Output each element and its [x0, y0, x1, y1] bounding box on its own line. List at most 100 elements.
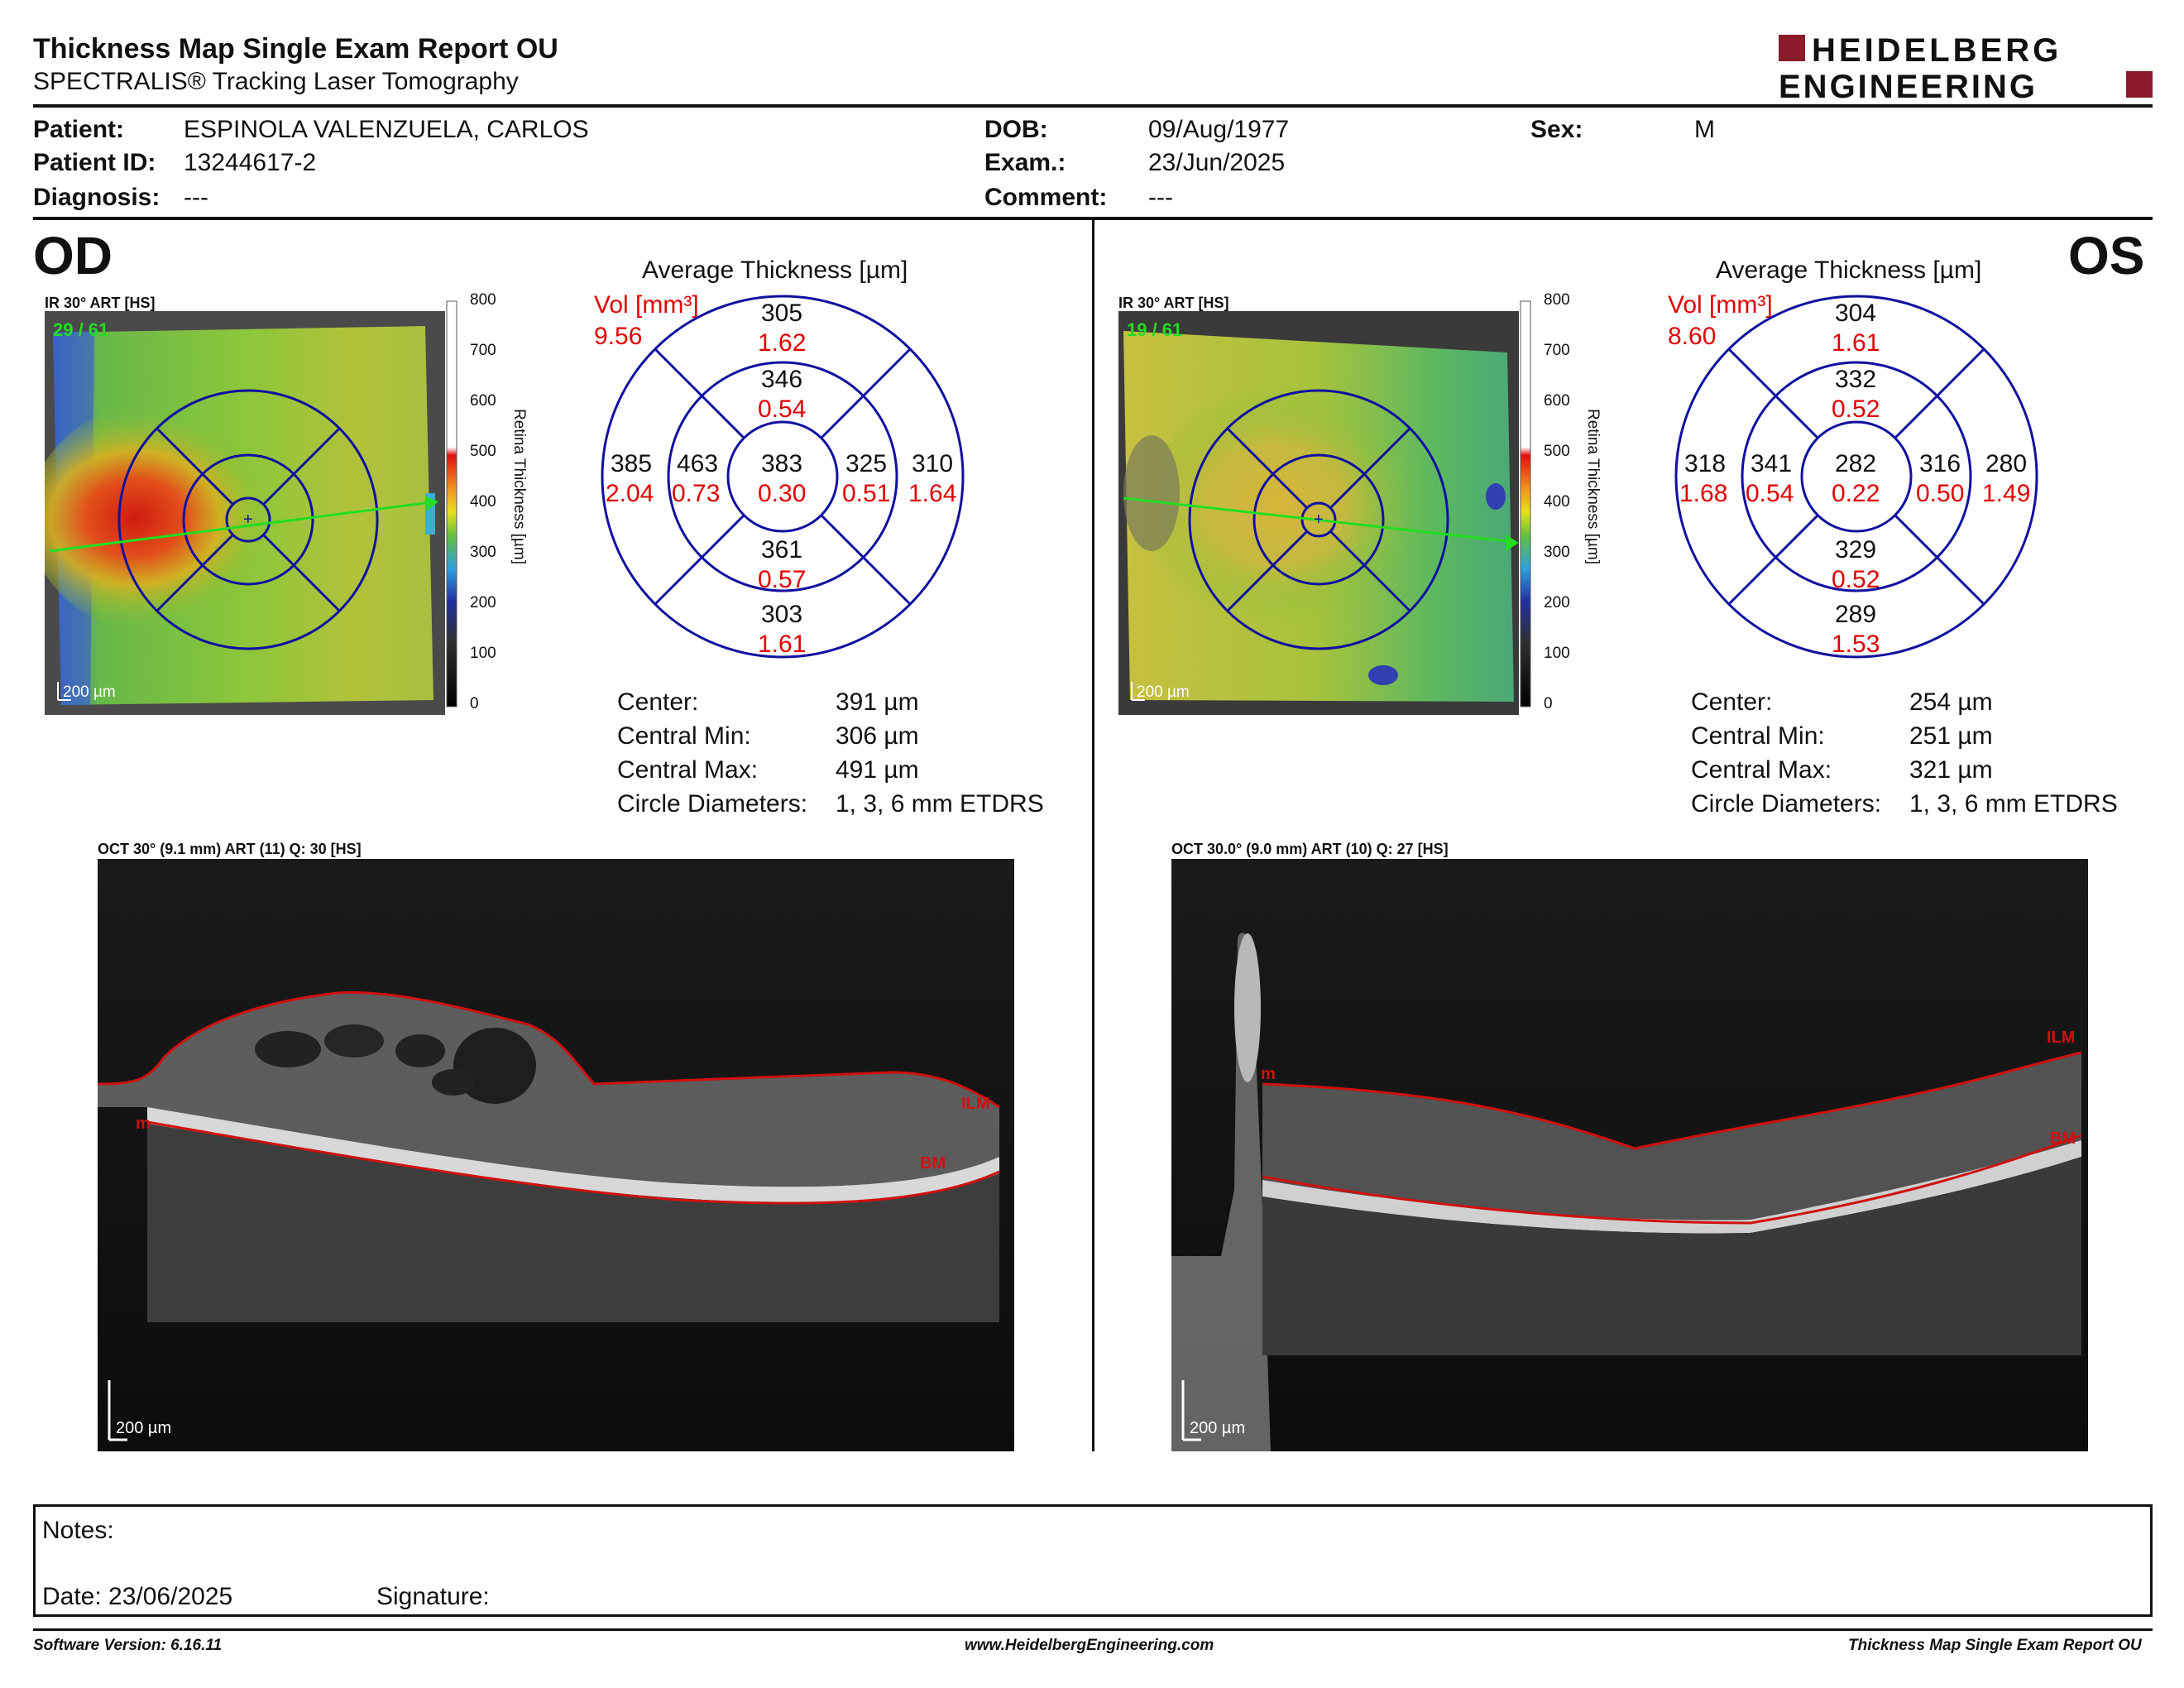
- os-ilm-label: ILM: [2047, 1029, 2075, 1047]
- os-thickness-map: 19 / 61 + 200 µm: [1118, 311, 1519, 715]
- dob-label: DOB:: [984, 116, 1048, 143]
- od-center-value: 391 µm: [836, 688, 919, 716]
- patient-id-value: 13244617-2: [184, 149, 317, 176]
- od-si-volume: 0.54: [758, 396, 807, 423]
- os-no-volume: 1.49: [1982, 480, 2031, 507]
- od-ir-overlay: 29 / 61: [53, 319, 108, 340]
- od-thickness-map: 29 / 61 + 200 µm: [45, 311, 445, 715]
- footer-software: Software Version: 6.16.11: [33, 1637, 223, 1654]
- od-so-thickness: 305: [761, 300, 803, 327]
- os-colorbar-ticks: 800 700 600 500 400 300 200 100 0: [1544, 291, 1577, 722]
- od-ti-volume: 0.73: [672, 480, 721, 507]
- od-ir-caption: IR 30° ART [HS]: [45, 295, 156, 311]
- od-center-thickness: 383: [761, 450, 803, 477]
- od-tick-600: 600: [470, 392, 496, 410]
- os-vol-label: Vol [mm³]: [1668, 291, 1773, 319]
- os-oct-scale: 200 µm: [1190, 1419, 1245, 1437]
- os-tick-800: 800: [1544, 291, 1570, 309]
- os-etdrs-grid: [1674, 295, 2038, 659]
- od-central-min-value: 306 µm: [836, 722, 919, 750]
- patient-id-label: Patient ID:: [33, 149, 156, 176]
- svg-text:ENGINEERING: ENGINEERING: [1779, 69, 2038, 103]
- od-to-volume: 2.04: [606, 480, 654, 507]
- od-tick-500: 500: [470, 443, 496, 460]
- od-central-max-label: Central Max:: [617, 756, 759, 784]
- od-ni-volume: 0.51: [842, 480, 891, 507]
- os-tick-0: 0: [1544, 695, 1553, 712]
- od-avg-title: Average Thickness [µm]: [642, 257, 908, 284]
- od-oct-caption: OCT 30° (9.1 mm) ART (11) Q: 30 [HS]: [98, 841, 362, 857]
- od-tick-800: 800: [470, 291, 496, 309]
- os-center-thickness: 282: [1835, 450, 1877, 477]
- os-tick-500: 500: [1544, 443, 1570, 460]
- os-bm-label: BM: [2050, 1129, 2076, 1148]
- od-tick-0: 0: [470, 695, 479, 712]
- od-io-volume: 1.61: [758, 631, 807, 658]
- od-oct-bscan: m ILM BM 200 µm: [98, 859, 1014, 1451]
- comment-value: ---: [1148, 184, 1173, 211]
- od-si-thickness: 346: [761, 366, 803, 393]
- comment-label: Comment:: [984, 184, 1108, 211]
- od-central-min-label: Central Min:: [617, 722, 751, 750]
- diagnosis-value: ---: [184, 184, 208, 211]
- os-m-label: m: [1261, 1065, 1276, 1083]
- sex-value: M: [1694, 116, 1715, 143]
- report-title: Thickness Map Single Exam Report OU: [33, 33, 558, 65]
- os-so-volume: 1.61: [1832, 329, 1880, 357]
- od-vol-value: 9.56: [594, 323, 643, 350]
- od-tick-400: 400: [470, 493, 496, 511]
- os-io-volume: 1.53: [1832, 631, 1880, 658]
- os-ti-volume: 0.54: [1746, 480, 1794, 507]
- od-io-thickness: 303: [761, 601, 803, 628]
- os-center-value: 254 µm: [1909, 688, 1993, 716]
- os-ir-overlay: 19 / 61: [1127, 319, 1182, 340]
- od-ni-thickness: 325: [845, 450, 888, 477]
- os-central-max-label: Central Max:: [1691, 756, 1832, 784]
- os-tick-400: 400: [1544, 493, 1570, 511]
- os-eye-label: OS: [2068, 226, 2145, 285]
- diagnosis-label: Diagnosis:: [33, 184, 160, 211]
- od-bm-label: BM: [920, 1154, 946, 1172]
- notes-label: Notes:: [42, 1517, 114, 1544]
- od-vol-label: Vol [mm³]: [594, 291, 699, 319]
- od-eye-label: OD: [33, 226, 113, 285]
- os-circle-label: Circle Diameters:: [1691, 790, 1882, 818]
- od-so-volume: 1.62: [758, 329, 807, 357]
- od-tick-300: 300: [470, 544, 496, 561]
- od-center-label: Center:: [617, 688, 699, 716]
- os-vol-value: 8.60: [1668, 323, 1717, 350]
- os-center-volume: 0.22: [1832, 480, 1880, 507]
- exam-label: Exam.:: [984, 149, 1066, 176]
- os-avg-title: Average Thickness [µm]: [1716, 257, 1982, 284]
- os-io-thickness: 289: [1835, 601, 1877, 628]
- os-oct-bscan: m ILM BM 200 µm: [1171, 859, 2088, 1451]
- os-si-volume: 0.52: [1832, 396, 1880, 423]
- os-tick-200: 200: [1544, 594, 1570, 611]
- dob-value: 09/Aug/1977: [1148, 116, 1290, 143]
- footer-rule: [33, 1628, 2153, 1631]
- od-colorbar: [446, 300, 457, 707]
- svg-text:HEIDELBERG: HEIDELBERG: [1812, 32, 2062, 69]
- os-ir-scale: 200 µm: [1137, 683, 1190, 701]
- header-rule: [33, 104, 2153, 108]
- od-ti-thickness: 463: [677, 450, 719, 477]
- notes-date: Date: 23/06/2025: [42, 1583, 233, 1610]
- od-ii-thickness: 361: [761, 536, 803, 563]
- os-tick-700: 700: [1544, 342, 1570, 359]
- os-to-volume: 1.68: [1679, 480, 1728, 507]
- od-grid-values: 305 1.62 346 0.54 385 2.04 463 0.73 383 …: [601, 295, 965, 667]
- os-tick-300: 300: [1544, 544, 1570, 561]
- os-tick-100: 100: [1544, 645, 1570, 662]
- svg-text:+: +: [243, 511, 253, 529]
- od-to-thickness: 385: [611, 450, 653, 477]
- od-etdrs-grid: [601, 295, 965, 659]
- os-ir-caption: IR 30° ART [HS]: [1118, 295, 1229, 311]
- eye-divider: [1092, 220, 1094, 1451]
- os-ii-thickness: 329: [1835, 536, 1877, 563]
- od-circle-label: Circle Diameters:: [617, 790, 808, 818]
- footer-website[interactable]: www.HeidelbergEngineering.com: [965, 1637, 1214, 1654]
- os-oct-caption: OCT 30.0° (9.0 mm) ART (10) Q: 27 [HS]: [1171, 841, 1449, 857]
- notes-box[interactable]: Notes: Date: 23/06/2025 Signature:: [33, 1504, 2153, 1617]
- od-tick-700: 700: [470, 342, 496, 359]
- footer-report: Thickness Map Single Exam Report OU: [1848, 1637, 2142, 1654]
